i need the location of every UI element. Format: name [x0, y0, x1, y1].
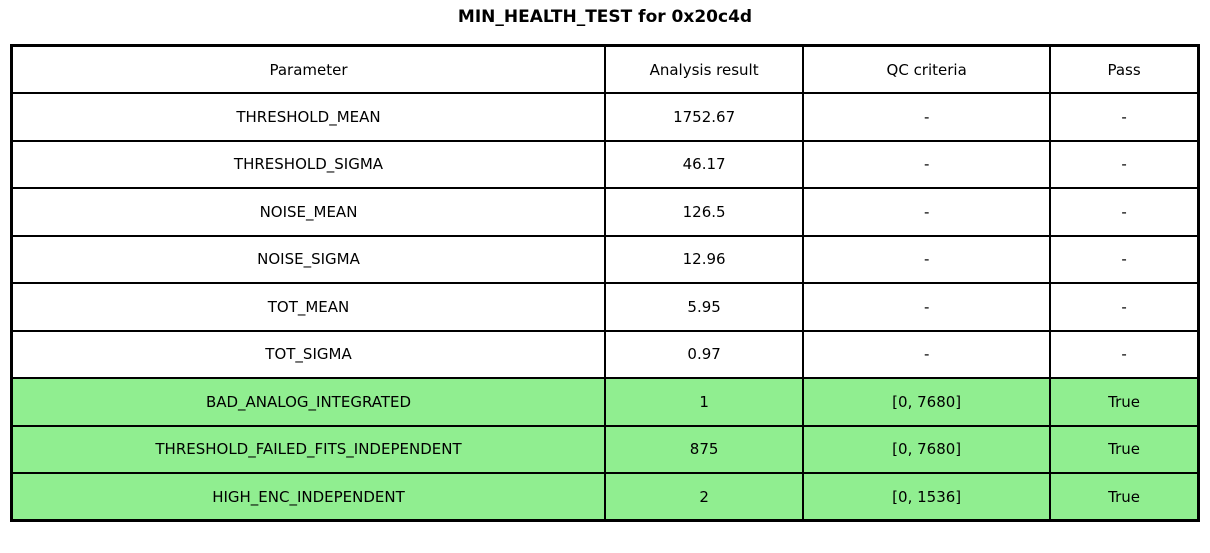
- table-row: NOISE_SIGMA 12.96 - -: [10, 234, 1200, 284]
- cell-pass: -: [1049, 187, 1200, 237]
- cell-qc-criteria: -: [802, 282, 1052, 332]
- cell-parameter: THRESHOLD_SIGMA: [10, 139, 606, 189]
- column-header-pass: Pass: [1049, 44, 1200, 94]
- table-row-passed: HIGH_ENC_INDEPENDENT 2 [0, 1536] True: [10, 472, 1200, 522]
- cell-qc-criteria: -: [802, 139, 1052, 189]
- cell-parameter: BAD_ANALOG_INTEGRATED: [10, 377, 606, 427]
- cell-analysis-result: 5.95: [603, 282, 805, 332]
- figure-title: MIN_HEALTH_TEST for 0x20c4d: [457, 7, 753, 27]
- cell-pass: -: [1049, 92, 1200, 142]
- cell-pass: -: [1049, 234, 1200, 284]
- cell-analysis-result: 875: [603, 424, 805, 474]
- table-row: TOT_SIGMA 0.97 - -: [10, 329, 1200, 379]
- table-row-passed: BAD_ANALOG_INTEGRATED 1 [0, 7680] True: [10, 377, 1200, 427]
- cell-analysis-result: 46.17: [603, 139, 805, 189]
- cell-parameter: NOISE_SIGMA: [10, 234, 606, 284]
- cell-pass: -: [1049, 329, 1200, 379]
- cell-analysis-result: 1752.67: [603, 92, 805, 142]
- cell-qc-criteria: -: [802, 329, 1052, 379]
- cell-pass: True: [1049, 424, 1200, 474]
- cell-qc-criteria: -: [802, 92, 1052, 142]
- cell-analysis-result: 1: [603, 377, 805, 427]
- column-header-qc-criteria: QC criteria: [802, 44, 1052, 94]
- cell-qc-criteria: [0, 7680]: [802, 377, 1052, 427]
- cell-parameter: HIGH_ENC_INDEPENDENT: [10, 472, 606, 522]
- table-row-passed: THRESHOLD_FAILED_FITS_INDEPENDENT 875 [0…: [10, 424, 1200, 474]
- table-row: THRESHOLD_SIGMA 46.17 - -: [10, 139, 1200, 189]
- qc-results-table: Parameter Analysis result QC criteria Pa…: [10, 44, 1200, 522]
- table-row: THRESHOLD_MEAN 1752.67 - -: [10, 92, 1200, 142]
- cell-parameter: TOT_SIGMA: [10, 329, 606, 379]
- cell-qc-criteria: [0, 1536]: [802, 472, 1052, 522]
- cell-qc-criteria: [0, 7680]: [802, 424, 1052, 474]
- cell-pass: True: [1049, 472, 1200, 522]
- table-row: TOT_MEAN 5.95 - -: [10, 282, 1200, 332]
- cell-analysis-result: 126.5: [603, 187, 805, 237]
- cell-pass: -: [1049, 139, 1200, 189]
- column-header-analysis-result: Analysis result: [603, 44, 805, 94]
- cell-qc-criteria: -: [802, 187, 1052, 237]
- cell-parameter: THRESHOLD_MEAN: [10, 92, 606, 142]
- cell-pass: True: [1049, 377, 1200, 427]
- cell-qc-criteria: -: [802, 234, 1052, 284]
- header-row: Parameter Analysis result QC criteria Pa…: [10, 44, 1200, 94]
- cell-analysis-result: 2: [603, 472, 805, 522]
- table-row: NOISE_MEAN 126.5 - -: [10, 187, 1200, 237]
- cell-parameter: NOISE_MEAN: [10, 187, 606, 237]
- cell-pass: -: [1049, 282, 1200, 332]
- cell-parameter: THRESHOLD_FAILED_FITS_INDEPENDENT: [10, 424, 606, 474]
- cell-analysis-result: 0.97: [603, 329, 805, 379]
- column-header-parameter: Parameter: [10, 44, 606, 94]
- cell-parameter: TOT_MEAN: [10, 282, 606, 332]
- cell-analysis-result: 12.96: [603, 234, 805, 284]
